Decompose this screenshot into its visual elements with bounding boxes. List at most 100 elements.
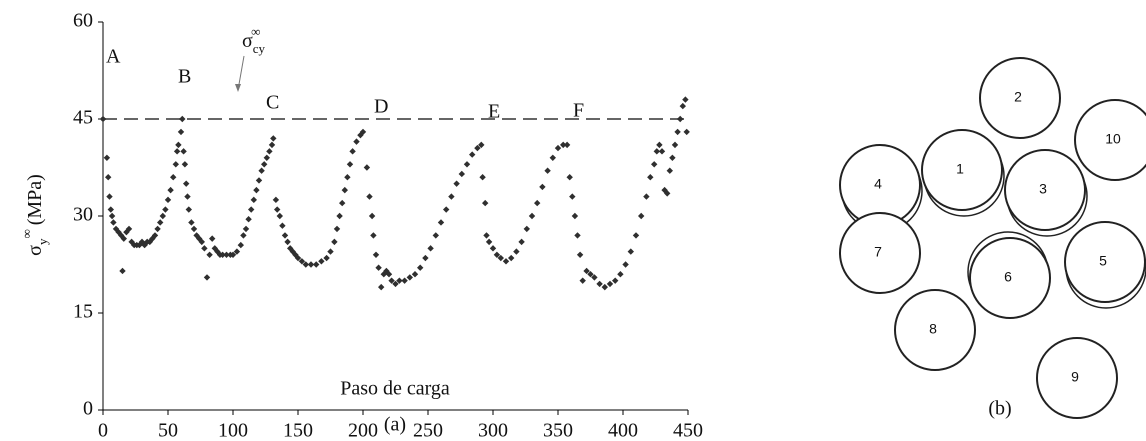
y-tick-label: 45 (73, 107, 93, 129)
point (596, 280, 603, 288)
point (489, 245, 497, 252)
point (483, 232, 490, 239)
point (601, 283, 608, 291)
x-tick-label: 300 (478, 420, 508, 441)
point (411, 271, 419, 278)
point (666, 167, 673, 174)
point (318, 258, 325, 265)
point (233, 248, 241, 255)
point (569, 193, 576, 200)
point (474, 144, 481, 152)
point (437, 219, 445, 226)
point (250, 196, 257, 204)
point (209, 235, 216, 242)
point (591, 274, 598, 281)
point (647, 174, 654, 181)
point (138, 238, 146, 246)
y-axis-title: σy∞ (MPa) (19, 174, 50, 256)
point (658, 148, 666, 155)
point (201, 245, 208, 252)
point (401, 277, 408, 284)
point (327, 248, 334, 255)
point (674, 128, 681, 136)
point (571, 212, 579, 220)
point (563, 141, 571, 149)
point (105, 174, 112, 181)
point (359, 128, 367, 136)
point (188, 219, 195, 226)
point (157, 219, 164, 226)
grain (1004, 149, 1086, 231)
point (528, 212, 536, 220)
x-tick-label: 450 (673, 420, 703, 441)
point (175, 141, 182, 149)
point (253, 186, 260, 194)
point (229, 251, 237, 258)
point-label: F (573, 100, 584, 122)
point (544, 167, 551, 174)
point (606, 280, 614, 288)
x-tick-label: 250 (413, 420, 443, 441)
point (261, 161, 268, 168)
point (523, 225, 530, 233)
point (392, 280, 399, 288)
point (579, 277, 586, 284)
grain (979, 57, 1061, 139)
point (237, 241, 244, 249)
point (245, 216, 252, 223)
grain-label: 9 (1071, 369, 1079, 385)
point (110, 219, 117, 226)
point (627, 248, 634, 255)
point (339, 199, 346, 207)
y-tick-label: 60 (73, 10, 93, 32)
point (432, 232, 439, 239)
point-label: C (266, 92, 279, 114)
point (108, 212, 116, 220)
point (219, 251, 226, 258)
x-axis-title: Paso de carga (340, 378, 450, 400)
point (417, 264, 424, 271)
point (378, 283, 385, 291)
point (427, 245, 434, 252)
point (284, 238, 291, 246)
reference-arrowhead (235, 84, 241, 92)
point (323, 254, 330, 262)
y-tick-label: 0 (83, 398, 93, 420)
y-symbol: σ (24, 245, 46, 256)
point (107, 206, 114, 213)
point (485, 238, 493, 246)
point (370, 232, 377, 239)
point (162, 206, 169, 213)
point (396, 277, 403, 284)
point (331, 238, 338, 246)
grain-label: 1 (956, 161, 964, 177)
point (179, 115, 186, 123)
point (469, 151, 476, 158)
caption-a: (a) (384, 414, 406, 436)
point (276, 212, 283, 220)
point (632, 232, 640, 239)
point (190, 225, 198, 233)
x-tick-label: 200 (348, 420, 378, 441)
y-tick-label: 15 (73, 301, 93, 323)
point (255, 177, 263, 184)
grain (969, 237, 1051, 319)
point (677, 115, 684, 123)
x-tick-label: 400 (608, 420, 638, 441)
point (679, 102, 686, 110)
point (181, 161, 189, 168)
grain (921, 129, 1003, 211)
point (587, 271, 594, 278)
point (574, 232, 581, 239)
point (549, 154, 556, 161)
point (534, 199, 541, 207)
point (170, 174, 177, 181)
point (298, 258, 306, 265)
point (346, 161, 354, 168)
point (248, 206, 255, 213)
point (357, 131, 364, 139)
point (363, 164, 371, 171)
point (172, 161, 179, 168)
point (422, 254, 429, 262)
